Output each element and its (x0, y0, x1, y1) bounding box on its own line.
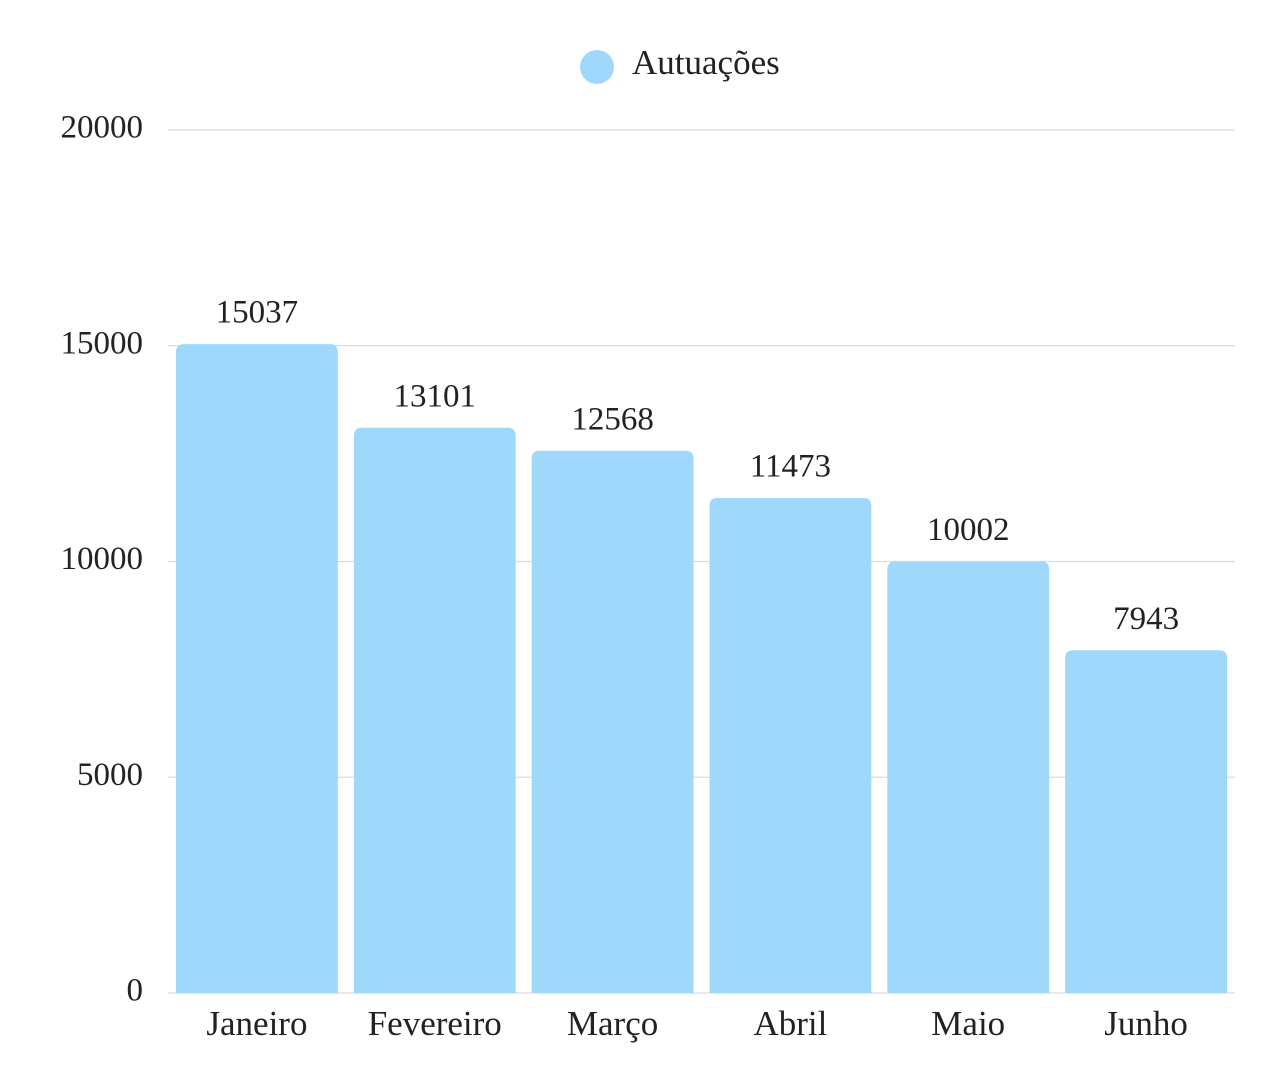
y-tick-label: 0 (127, 973, 144, 1009)
y-tick-label: 20000 (61, 110, 144, 146)
data-label: 7943 (1113, 601, 1179, 637)
y-tick-label: 5000 (77, 757, 143, 793)
y-tick-label: 10000 (61, 541, 144, 577)
bar (1065, 650, 1227, 993)
bar (176, 344, 338, 993)
bar (887, 561, 1050, 993)
legend-label: Autuações (632, 43, 780, 82)
x-tick-label: Fevereiro (368, 1004, 502, 1043)
x-tick-label: Abril (753, 1004, 827, 1043)
bar (353, 427, 516, 993)
y-tick-label: 15000 (61, 325, 144, 361)
x-tick-label: Janeiro (206, 1004, 307, 1043)
bar (531, 450, 694, 993)
data-label: 12568 (571, 401, 654, 437)
x-tick-label: Junho (1104, 1004, 1188, 1043)
data-label: 13101 (394, 378, 477, 414)
bar (709, 497, 872, 993)
data-label: 10002 (927, 512, 1010, 548)
x-tick-label: Maio (931, 1004, 1005, 1043)
x-tick-label: Março (567, 1004, 658, 1043)
data-label: 11473 (750, 449, 831, 485)
legend-swatch (580, 50, 614, 84)
data-label: 15037 (216, 295, 299, 331)
